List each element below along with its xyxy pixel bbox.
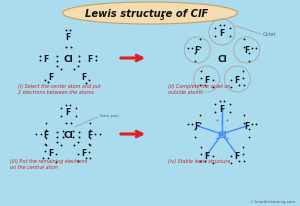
Text: F: F [219, 104, 225, 113]
Text: F: F [48, 73, 53, 82]
Text: F: F [87, 130, 93, 139]
Text: (i) Select the center atom and put
2 electrons between the atoms: (i) Select the center atom and put 2 ele… [18, 84, 101, 94]
Text: lone pair: lone pair [100, 114, 119, 117]
Text: F: F [81, 73, 86, 82]
Text: F: F [235, 75, 240, 84]
Text: F: F [235, 151, 240, 160]
Text: F: F [204, 75, 209, 84]
Ellipse shape [62, 3, 238, 25]
Text: Cl: Cl [63, 130, 73, 139]
Text: F: F [65, 32, 70, 41]
Text: I: I [221, 119, 223, 125]
Text: F: F [195, 122, 200, 131]
Text: (iv) Stable lewis structure: (iv) Stable lewis structure [168, 158, 230, 163]
Text: Lewis structure of ClF: Lewis structure of ClF [85, 9, 208, 19]
Text: F: F [204, 151, 209, 160]
Text: F: F [44, 130, 49, 139]
Text: © knordislearning.com: © knordislearning.com [250, 199, 295, 203]
Text: Cl: Cl [63, 54, 73, 63]
Text: (iii) Put the remaining electrons
on the central atom: (iii) Put the remaining electrons on the… [10, 158, 87, 169]
Text: 5: 5 [160, 15, 164, 21]
Text: Cl: Cl [217, 54, 227, 63]
Text: F: F [48, 149, 53, 157]
Text: F: F [219, 28, 225, 37]
Text: F: F [244, 122, 249, 131]
Text: F: F [81, 149, 86, 157]
Text: F: F [44, 54, 49, 63]
Text: F: F [244, 46, 249, 55]
Text: F: F [65, 108, 70, 117]
Text: Octet: Octet [263, 32, 276, 37]
Text: F: F [87, 54, 93, 63]
Text: F: F [195, 46, 200, 55]
Text: (ii) Complete the octet on
outside atoms: (ii) Complete the octet on outside atoms [168, 84, 230, 94]
Text: Cl: Cl [217, 130, 227, 139]
